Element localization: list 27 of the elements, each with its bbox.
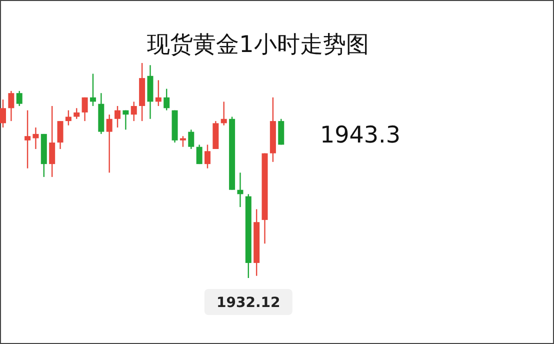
candlestick (155, 80, 162, 107)
candlestick (130, 101, 137, 122)
candlestick (0, 98, 6, 128)
candlestick (74, 108, 80, 120)
chart-title: 现货黄金1小时走势图 (147, 32, 369, 58)
text: 1932.12 (216, 295, 280, 311)
candlestick (106, 114, 112, 174)
candlestick (114, 105, 121, 128)
candlestick (32, 126, 39, 150)
candlestick (90, 73, 96, 107)
candlestick (237, 172, 244, 208)
candlestick (8, 90, 14, 122)
candlestick (49, 105, 56, 178)
candlestick (122, 110, 129, 130)
candlestick (82, 96, 88, 122)
candlestick (220, 101, 227, 126)
candlestick (204, 144, 210, 169)
candlestick (65, 110, 72, 126)
candlestick (164, 88, 170, 111)
candlestick (24, 110, 31, 169)
candlestick (16, 90, 22, 107)
candlestick (180, 136, 186, 148)
candlestick (278, 118, 284, 146)
text: 1943.3 (320, 122, 400, 149)
candlestick (188, 129, 194, 150)
candlestick (196, 144, 202, 165)
candlestick (57, 120, 64, 150)
